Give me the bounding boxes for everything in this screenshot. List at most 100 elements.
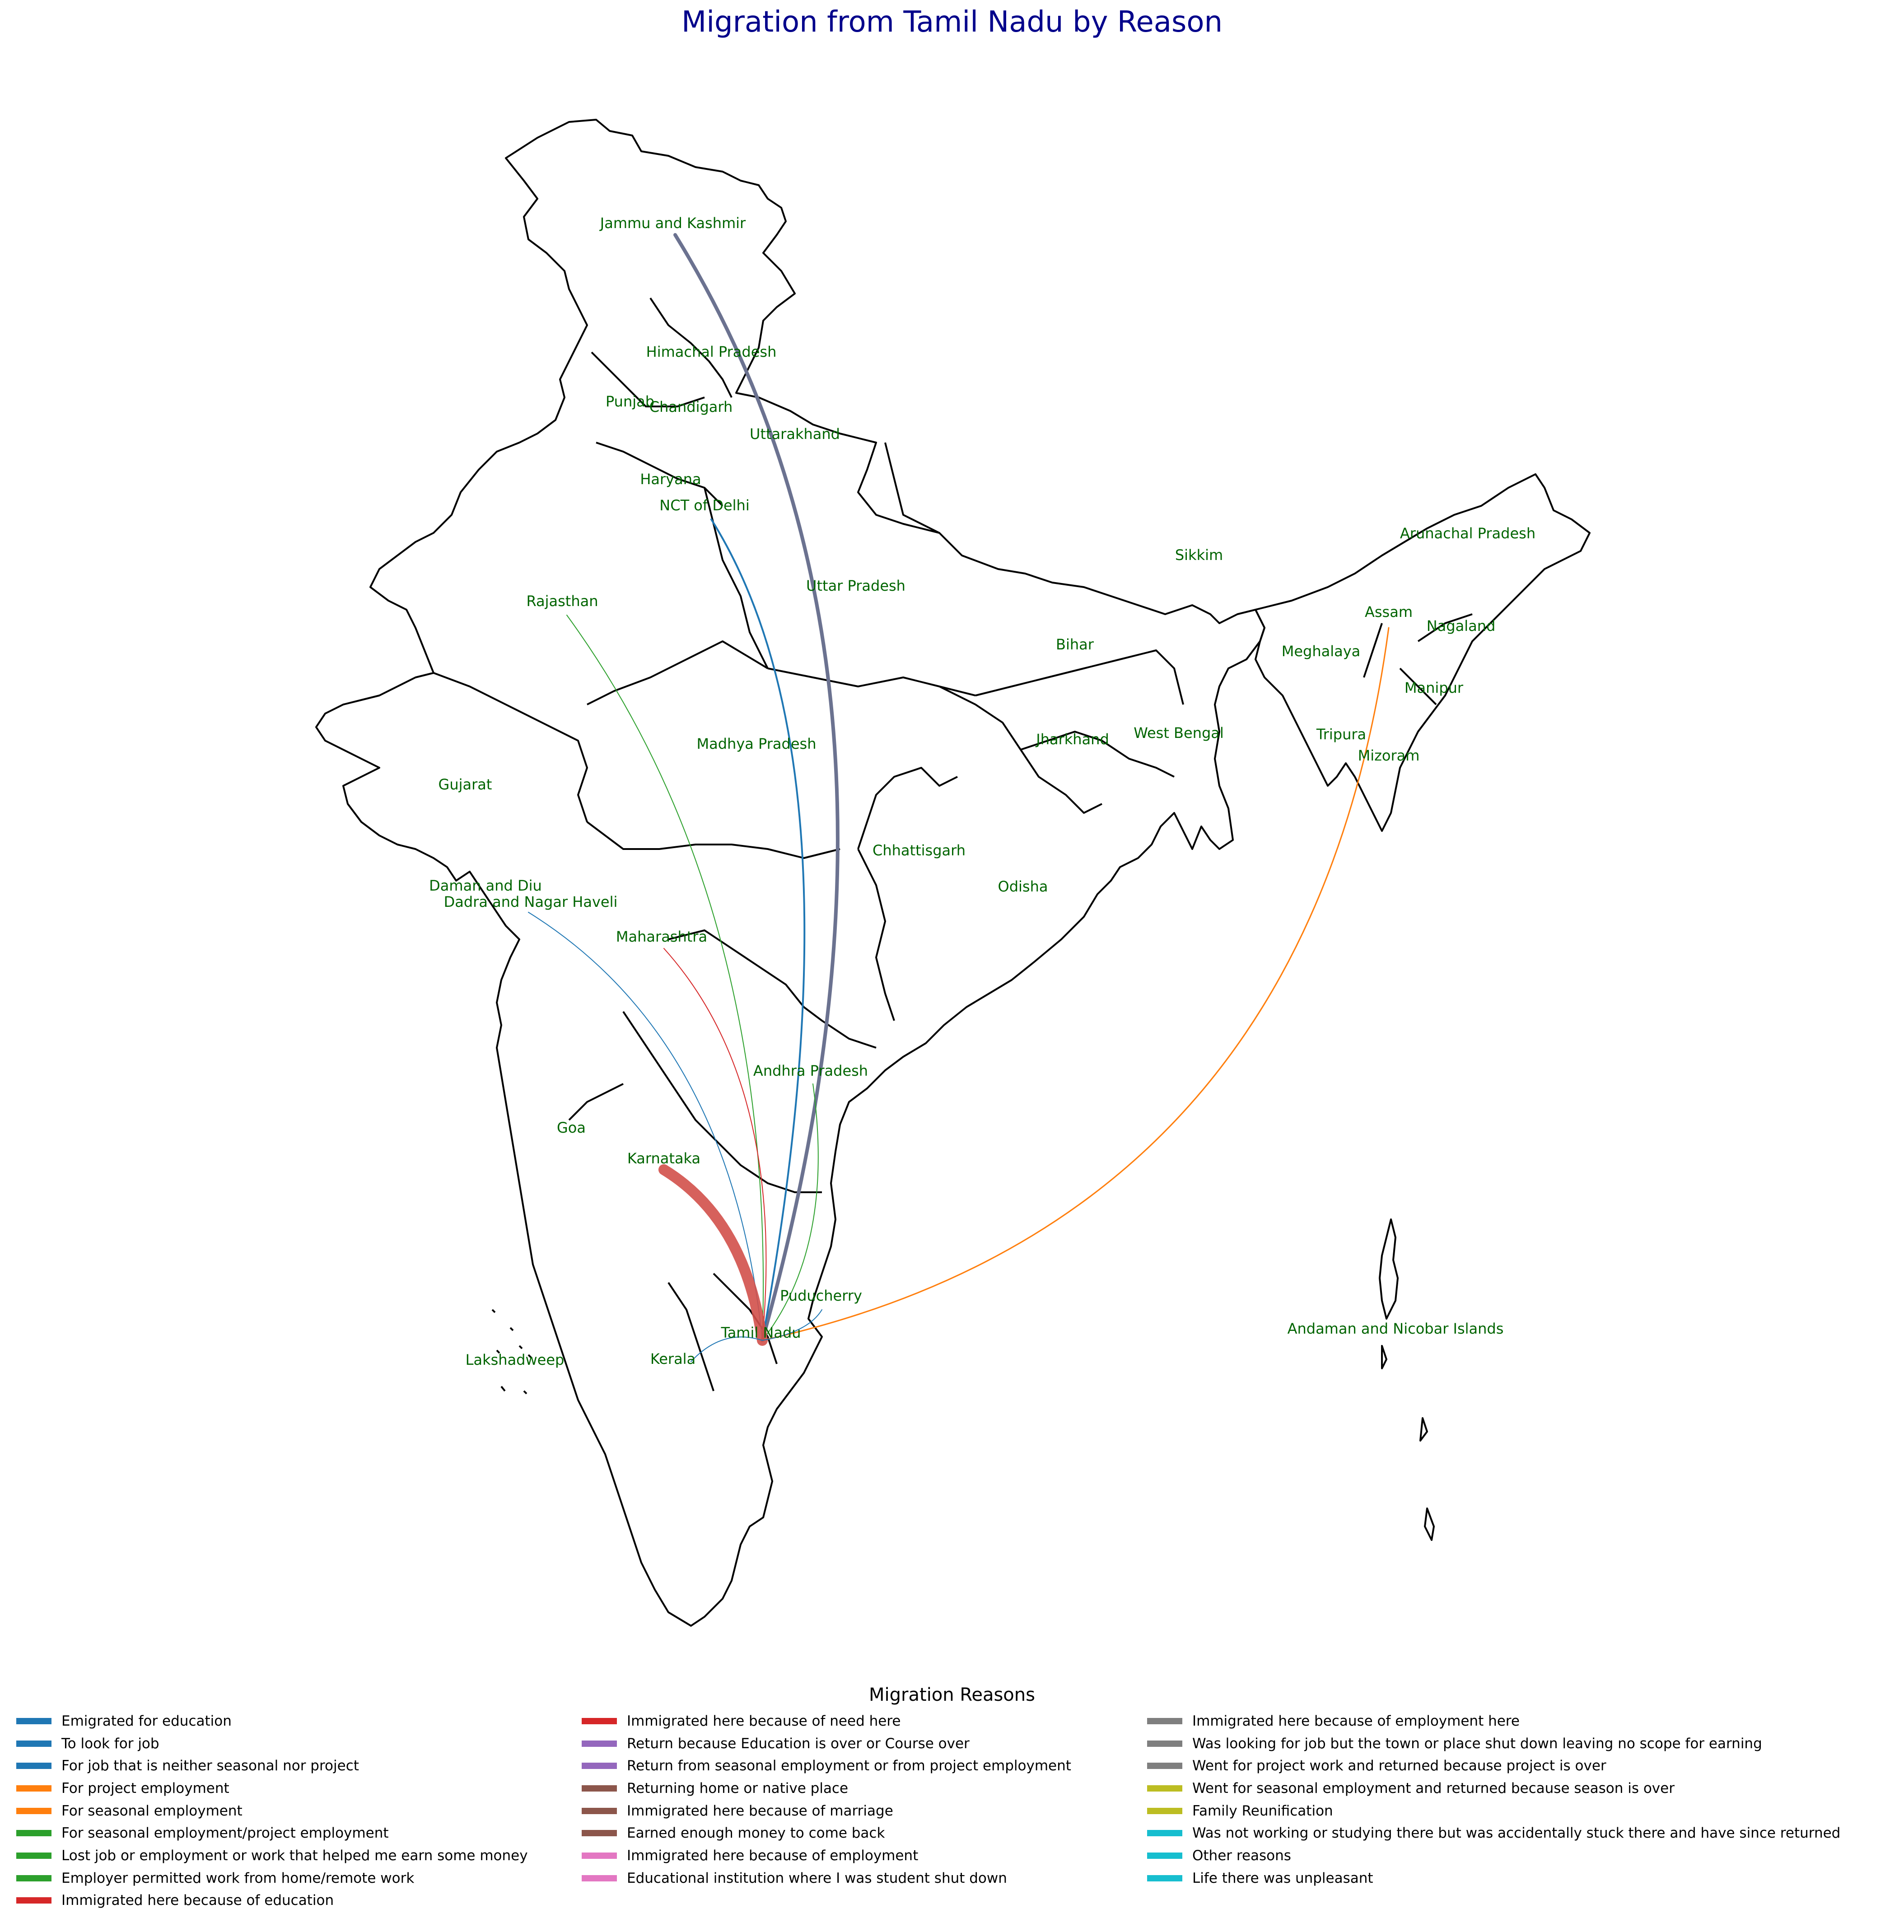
state-label-dadra-and-nagar-haveli: Dadra and Nagar Haveli <box>444 893 618 910</box>
legend-label: Returning home or native place <box>627 1780 849 1797</box>
legend-swatch <box>582 1807 617 1814</box>
india-mainland-outline <box>315 119 1265 1627</box>
legend-item: Return because Education is over or Cour… <box>582 1732 1147 1755</box>
legend-column: Immigrated here because of need here Retu… <box>582 1710 1147 1912</box>
legend-swatch <box>1147 1785 1182 1792</box>
legend-column: Emigrated for education To look for job Fo… <box>9 1710 582 1912</box>
legend-label: Immigrated here because of employment <box>627 1847 919 1864</box>
flow-kerala <box>691 1336 763 1362</box>
flow-nct-of-delhi <box>710 518 806 1341</box>
lakshadweep-outline <box>491 1309 532 1395</box>
flow-rajasthan <box>566 615 764 1341</box>
legend-swatch <box>1147 1852 1182 1859</box>
legend-label: Went for seasonal employment and returne… <box>1192 1780 1675 1797</box>
state-label-chhattisgarh: Chhattisgarh <box>873 842 966 859</box>
legend-item: Immigrated here because of education <box>16 1890 582 1912</box>
legend-columns: Emigrated for education To look for job Fo… <box>9 1710 1895 1912</box>
state-label-gujarat: Gujarat <box>439 776 492 793</box>
state-label-goa: Goa <box>557 1119 586 1136</box>
legend-label: Immigrated here because of employment he… <box>1192 1713 1520 1729</box>
state-label-bihar: Bihar <box>1056 636 1094 653</box>
legend-label: To look for job <box>61 1735 159 1752</box>
legend-label: Immigrated here because of education <box>61 1892 334 1909</box>
legend-label: For job that is neither seasonal nor pro… <box>61 1758 359 1774</box>
flow-andhra-pradesh <box>762 1083 819 1341</box>
legend-swatch <box>16 1763 51 1769</box>
state-label-andhra-pradesh: Andhra Pradesh <box>753 1062 868 1079</box>
legend-swatch <box>582 1763 617 1769</box>
state-label-tamil-nadu: Tamil Nadu <box>720 1324 801 1341</box>
legend-item: Emigrated for education <box>16 1710 582 1732</box>
andaman-outline <box>1379 1218 1435 1541</box>
migration-flows <box>528 233 1390 1362</box>
state-label-arunachal-pradesh: Arunachal Pradesh <box>1400 525 1535 542</box>
legend-label: Was looking for job but the town or plac… <box>1192 1735 1762 1752</box>
legend-swatch <box>16 1717 51 1724</box>
internal-boundaries <box>433 297 1473 1391</box>
state-label-maharashtra: Maharashtra <box>616 928 707 945</box>
state-label-manipur: Manipur <box>1405 679 1464 696</box>
legend-item: Returning home or native place <box>582 1777 1147 1800</box>
legend-swatch <box>582 1785 617 1792</box>
legend-item: Educational institution where I was stud… <box>582 1867 1147 1890</box>
state-label-puducherry: Puducherry <box>780 1287 862 1304</box>
legend-swatch <box>16 1785 51 1792</box>
legend-item: Family Reunification <box>1147 1800 1713 1822</box>
state-label-uttarakhand: Uttarakhand <box>750 425 840 443</box>
flow-jammu-and-kashmir <box>673 233 840 1342</box>
legend-item: Immigrated here because of need here <box>582 1710 1147 1732</box>
legend: Migration Reasons Emigrated for educatio… <box>9 1685 1895 1912</box>
map-title: Migration from Tamil Nadu by Reason <box>681 5 1223 39</box>
legend-swatch <box>16 1875 51 1881</box>
legend-swatch <box>1147 1717 1182 1724</box>
legend-item: Was looking for job but the town or plac… <box>1147 1732 1762 1755</box>
legend-item: Went for project work and returned becau… <box>1147 1755 1713 1777</box>
state-boundaries <box>315 119 1591 1627</box>
legend-item: Other reasons <box>1147 1844 1713 1867</box>
state-label-chandigarh: Chandigarh <box>649 398 733 415</box>
state-label-jammu-and-kashmir: Jammu and Kashmir <box>599 215 746 232</box>
legend-swatch <box>1147 1830 1182 1837</box>
state-label-mizoram: Mizoram <box>1358 747 1420 764</box>
legend-item: Was not working or studying there but wa… <box>1147 1822 1840 1844</box>
legend-item: Immigrated here because of marriage <box>582 1800 1147 1822</box>
legend-swatch <box>582 1717 617 1724</box>
flow-dadra-and-nagar-haveli <box>528 912 763 1341</box>
state-label-rajasthan: Rajasthan <box>526 593 598 610</box>
state-label-nagaland: Nagaland <box>1427 617 1496 635</box>
flow-karnataka <box>658 1164 768 1346</box>
legend-swatch <box>16 1830 51 1837</box>
flow-assam <box>761 627 1390 1341</box>
legend-title: Migration Reasons <box>869 1685 1035 1705</box>
legend-label: Other reasons <box>1192 1847 1291 1864</box>
legend-swatch <box>1147 1740 1182 1747</box>
legend-label: For seasonal employment <box>61 1802 243 1819</box>
legend-label: Lost job or employment or work that help… <box>61 1847 528 1864</box>
legend-item: Employer permitted work from home/remote… <box>16 1867 582 1890</box>
legend-swatch <box>16 1897 51 1904</box>
legend-label: Earned enough money to come back <box>627 1825 885 1842</box>
legend-swatch <box>582 1875 617 1881</box>
state-label-nct-of-delhi: NCT of Delhi <box>659 497 749 514</box>
legend-swatch <box>1147 1763 1182 1769</box>
legend-label: Immigrated here because of marriage <box>627 1802 893 1819</box>
state-label-jharkhand: Jharkhand <box>1035 731 1109 748</box>
legend-swatch <box>582 1830 617 1837</box>
flow-puducherry <box>762 1309 822 1341</box>
state-label-assam: Assam <box>1365 603 1413 621</box>
legend-label: Return because Education is over or Cour… <box>627 1735 970 1752</box>
legend-item: Immigrated here because of employment he… <box>1147 1710 1713 1732</box>
state-label-karnataka: Karnataka <box>627 1150 700 1167</box>
legend-swatch <box>16 1852 51 1859</box>
state-label-lakshadweep: Lakshadweep <box>466 1351 565 1368</box>
legend-swatch <box>1147 1807 1182 1814</box>
legend-column: Immigrated here because of employment he… <box>1147 1710 1840 1912</box>
legend-item: To look for job <box>16 1732 582 1755</box>
legend-label: Return from seasonal employment or from … <box>627 1758 1071 1774</box>
state-label-west-bengal: West Bengal <box>1134 724 1224 742</box>
northeast-outline <box>1255 473 1591 832</box>
legend-swatch <box>1147 1875 1182 1881</box>
legend-label: Educational institution where I was stud… <box>627 1870 1007 1886</box>
legend-label: Life there was unpleasant <box>1192 1870 1373 1886</box>
